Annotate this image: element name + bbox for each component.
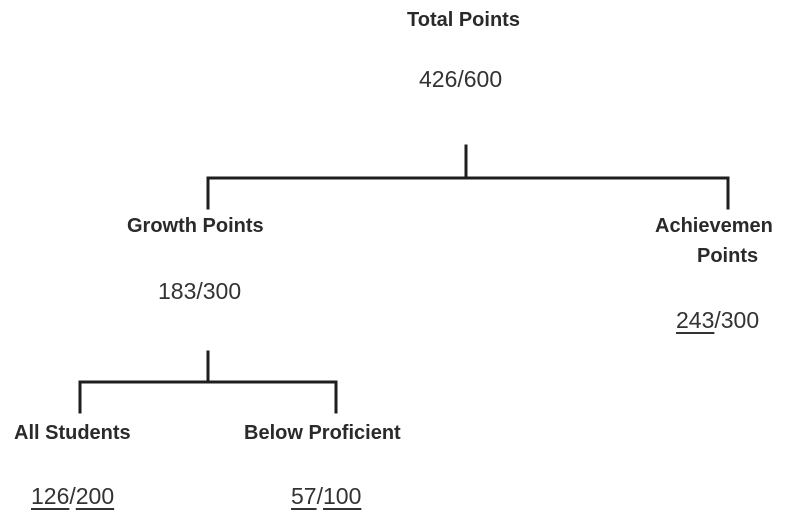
growth-points-value: 183/300 [158, 278, 241, 304]
all-students-value: 126/200 [31, 483, 114, 509]
below-proficient-earned: 57 [291, 483, 317, 509]
growth-points-label: Growth Points [127, 215, 264, 237]
achievement-points-label-line2: Points [697, 245, 759, 267]
growth-earned: 183 [158, 278, 197, 304]
all-students-earned: 126 [31, 483, 70, 509]
all-students-label: All Students [14, 422, 131, 444]
achievement-earned: 243 [676, 307, 715, 333]
achievement-separator: / [714, 307, 721, 333]
growth-separator: / [196, 278, 203, 304]
total-points-label: Total Points [407, 9, 520, 31]
all-students-separator: / [69, 483, 76, 509]
below-proficient-possible: 100 [322, 483, 362, 509]
total-points-value: 426/600 [419, 66, 502, 92]
total-earned: 426 [419, 66, 458, 92]
achievement-points-value: 243/300 [676, 307, 759, 333]
below-proficient-label: Below Proficient [244, 422, 401, 444]
growth-possible: 300 [202, 278, 242, 304]
below-proficient-value: 57/100 [291, 483, 361, 509]
achievement-possible: 300 [720, 307, 760, 333]
achievement-points-label-line1: Achievemen [655, 215, 773, 237]
all-students-possible: 200 [75, 483, 115, 509]
total-possible: 600 [463, 66, 503, 92]
below-proficient-separator: / [316, 483, 323, 509]
total-separator: / [457, 66, 464, 92]
